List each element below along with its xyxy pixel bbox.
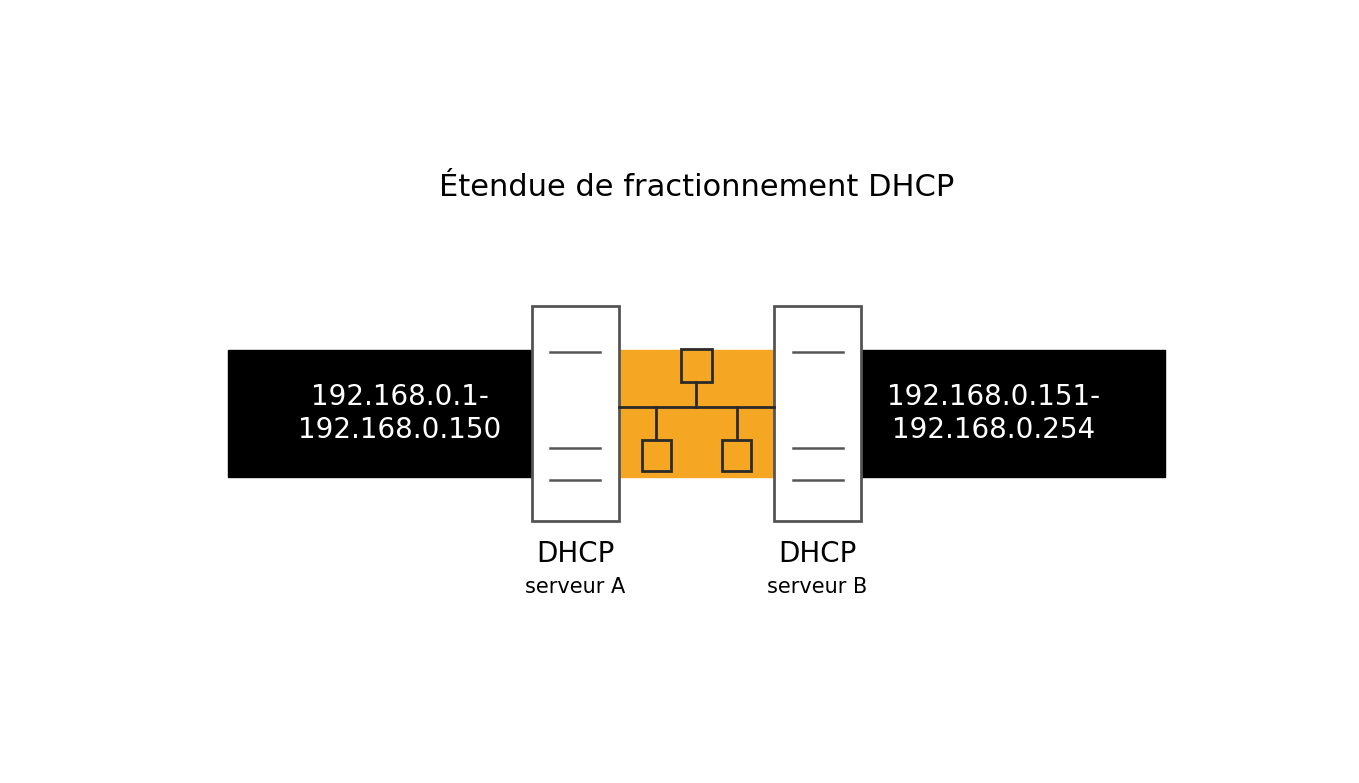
Bar: [228, 350, 586, 477]
Text: serveur B: serveur B: [768, 577, 868, 597]
Text: 192.168.0.1-: 192.168.0.1-: [311, 383, 488, 410]
Text: DHCP: DHCP: [537, 539, 614, 568]
Bar: [722, 440, 752, 471]
Bar: [775, 306, 860, 521]
Bar: [681, 348, 712, 382]
Text: 192.168.0.150: 192.168.0.150: [298, 417, 501, 445]
Text: 192.168.0.151-: 192.168.0.151-: [887, 383, 1099, 410]
Bar: [641, 440, 671, 471]
Text: serveur A: serveur A: [525, 577, 625, 597]
Text: DHCP: DHCP: [779, 539, 856, 568]
Text: Étendue de fractionnement DHCP: Étendue de fractionnement DHCP: [439, 173, 954, 202]
Bar: [533, 306, 618, 521]
Bar: [807, 350, 1165, 477]
Text: 192.168.0.254: 192.168.0.254: [892, 417, 1095, 445]
Bar: [586, 350, 807, 477]
